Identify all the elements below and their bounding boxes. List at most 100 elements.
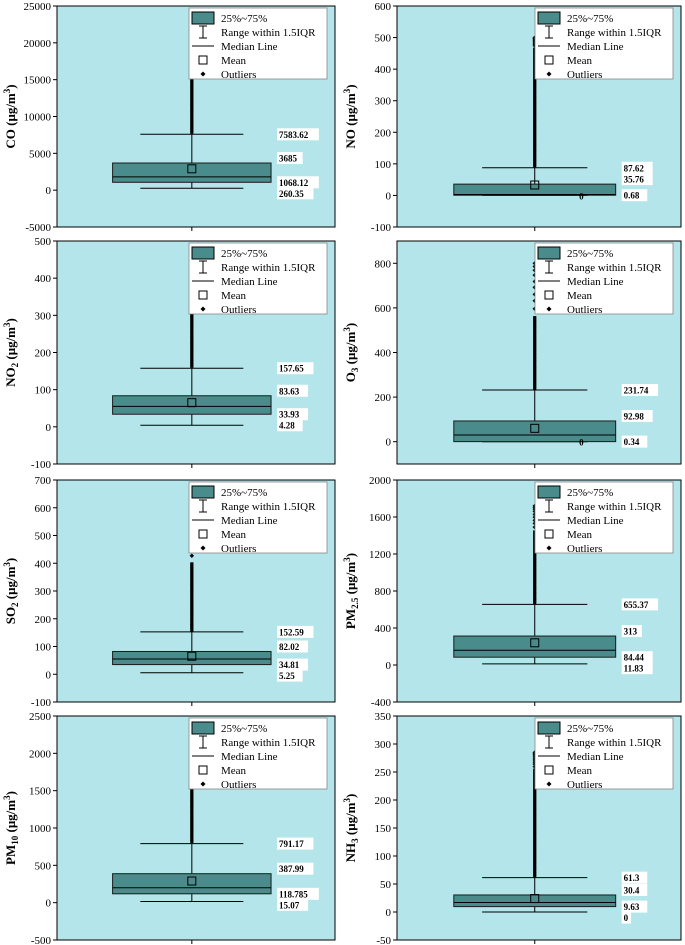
- outlier-point: [190, 612, 194, 617]
- outlier-point: [533, 80, 537, 84]
- y-axis-label: NO2 (μg/m3): [2, 318, 20, 387]
- y-axis-label: PM2.5 (μg/m3): [342, 553, 360, 629]
- annotation-label: 9.63: [624, 902, 640, 912]
- y-axis-label-subscript: 2: [10, 602, 20, 607]
- chart-panel-4: -100 0 100 200 300 400 500 600 700 SO2 (μg/m3) 152…: [2, 475, 336, 709]
- legend-mean-swatch: [544, 55, 554, 65]
- y-tick-label: 0: [46, 422, 52, 434]
- outlier-point: [533, 95, 537, 100]
- outlier-point: [190, 130, 194, 134]
- legend-label-box: 25%~75%: [567, 487, 613, 499]
- outlier-point: [533, 823, 537, 827]
- outlier-point: [533, 591, 537, 596]
- outlier-point: [533, 827, 537, 832]
- outlier-point: [533, 384, 537, 388]
- outlier-point: [533, 583, 537, 587]
- annotation-label: 1068.12: [279, 178, 309, 188]
- y-tick-label: 400: [375, 64, 392, 76]
- annotation-bg: [621, 900, 648, 913]
- outlier-point: [533, 845, 537, 849]
- y-tick-label: 150: [375, 823, 392, 835]
- outlier-point: [533, 834, 537, 838]
- annotation-label: 0.68: [624, 191, 640, 201]
- y-tick-label: -500: [31, 935, 52, 945]
- annotation-bg: [621, 384, 659, 397]
- legend-box-swatch: [537, 485, 561, 499]
- outlier-point: [190, 362, 194, 366]
- outlier-point: [533, 139, 537, 144]
- outlier-point: [190, 128, 194, 132]
- y-tick-label: 200: [375, 127, 392, 139]
- outlier-point: [533, 558, 537, 563]
- annotation-label: 387.99: [279, 864, 304, 874]
- outlier-point: [533, 360, 537, 364]
- legend-mean-swatch: [198, 765, 208, 775]
- outlier-point: [190, 833, 194, 837]
- outlier-point: [533, 111, 537, 115]
- outlier-point: [190, 316, 194, 320]
- y-tick-label: -400: [371, 697, 392, 709]
- legend-label-outliers: Outliers: [567, 304, 602, 316]
- outlier-point: [190, 84, 194, 88]
- y-tick-label: 300: [35, 310, 52, 322]
- legend-box-swatch: [191, 721, 215, 735]
- outlier-point: [190, 115, 194, 119]
- iqr-box: [112, 873, 272, 895]
- outlier-point: [533, 106, 537, 111]
- annotation-label: 34.81: [279, 660, 300, 670]
- outlier-point: [533, 794, 537, 799]
- legend-mean-swatch: [544, 529, 554, 539]
- outlier-point: [190, 117, 194, 121]
- outlier-point: [533, 587, 537, 591]
- outlier-point: [533, 104, 537, 108]
- y-tick-label: 2000: [369, 475, 392, 487]
- outlier-point: [190, 571, 194, 575]
- y-axis-label: CO (μg/m3): [2, 84, 18, 148]
- legend-label-mean: Mean: [221, 55, 247, 67]
- legend-label-median: Median Line: [221, 751, 278, 763]
- outlier-point: [190, 322, 194, 327]
- legend-label-mean: Mean: [567, 765, 593, 777]
- annotation-bg: [621, 625, 642, 638]
- legend: 25%~75% Range within 1.5IQR Median Line Mea…: [188, 242, 328, 316]
- y-axis-label-main: NH: [343, 843, 358, 863]
- outlier-point: [190, 336, 194, 340]
- outlier-point: [533, 580, 537, 585]
- annotation-bg: [621, 161, 653, 174]
- outlier-point: [190, 355, 194, 360]
- outlier-point: [533, 600, 537, 604]
- annotation-bg: [277, 837, 314, 850]
- outlier-point: [190, 566, 194, 570]
- outlier-point: [533, 346, 537, 351]
- legend-label-mean: Mean: [567, 529, 593, 541]
- annotation-label: 5.25: [279, 671, 295, 681]
- outlier-point: [533, 78, 537, 82]
- y-tick-label: 1200: [369, 549, 392, 561]
- y-axis-label-close: ): [343, 323, 358, 327]
- annotation-label: 791.17: [279, 839, 304, 849]
- iqr-box: [112, 395, 272, 415]
- y-axis-label-close: ): [343, 794, 358, 798]
- outlier-point: [190, 621, 194, 625]
- y-axis-label-subscript: 3: [350, 367, 360, 372]
- outlier-point: [533, 87, 537, 91]
- y-tick-label: 300: [375, 739, 392, 751]
- y-tick-label: 1000: [29, 823, 52, 835]
- y-tick-label: 200: [35, 614, 52, 626]
- mean-marker: [187, 651, 197, 661]
- y-axis-label-superscript: 3: [2, 795, 12, 800]
- legend: 25%~75% Range within 1.5IQR Median Line Mea…: [188, 717, 328, 791]
- outlier-point: [533, 142, 537, 146]
- outlier-point: [533, 863, 537, 867]
- chart-panel-5: -400 0 400 800 1200 1600 2000 PM2.5 (μg/m3) 655.…: [342, 475, 682, 709]
- outlier-point: [533, 830, 537, 834]
- outlier-point: [190, 593, 194, 597]
- outlier-point: [190, 820, 194, 824]
- legend-label-outliers: Outliers: [221, 304, 256, 316]
- outlier-point: [190, 597, 194, 601]
- outlier-point: [533, 801, 537, 805]
- legend-mean-swatch: [198, 55, 208, 65]
- outlier-point: [190, 327, 194, 331]
- outlier-point: [533, 805, 537, 810]
- outlier-point: [190, 91, 194, 95]
